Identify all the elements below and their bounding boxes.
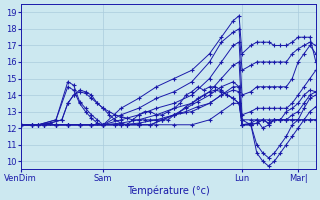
X-axis label: Température (°c): Température (°c) — [127, 185, 210, 196]
